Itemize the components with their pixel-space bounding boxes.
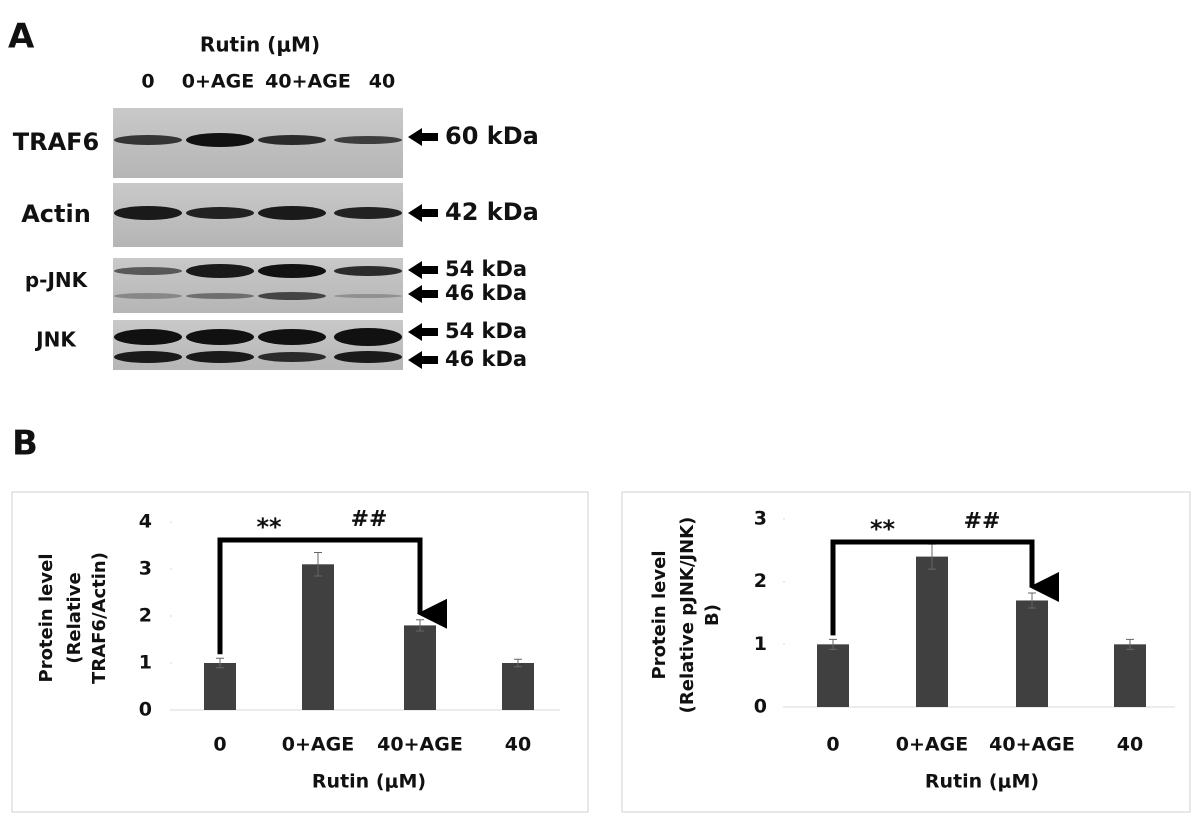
kda-label: 60 kDa bbox=[445, 122, 539, 150]
blot-band bbox=[258, 329, 326, 345]
y-axis-label: (Relative pJNK/JNK) bbox=[677, 517, 698, 714]
kda-label: 54 kDa bbox=[445, 319, 527, 343]
error-bar bbox=[829, 638, 837, 650]
x-tick-label: 0 bbox=[826, 734, 839, 756]
row-label: Actin bbox=[21, 200, 91, 228]
x-axis-label: Rutin (μM) bbox=[925, 771, 1039, 793]
y-axis-label: (Relative bbox=[64, 572, 85, 663]
blot-band bbox=[114, 135, 182, 145]
blot-band bbox=[186, 293, 254, 299]
bar bbox=[404, 625, 436, 710]
blot-band bbox=[334, 207, 402, 219]
bar bbox=[204, 663, 236, 710]
y-axis-label: B) bbox=[702, 604, 723, 626]
x-tick-label: 40 bbox=[505, 734, 531, 756]
blot-band bbox=[114, 351, 182, 363]
blot-band bbox=[258, 352, 326, 362]
blot-band bbox=[114, 329, 182, 345]
significance-bracket bbox=[217, 537, 318, 655]
blot-band bbox=[258, 206, 326, 220]
y-tick-label: 4 bbox=[139, 511, 152, 533]
blot-band bbox=[334, 136, 402, 144]
arrow bbox=[408, 285, 438, 303]
kda-label: 46 kDa bbox=[445, 281, 527, 305]
y-tick-label: 0 bbox=[754, 696, 767, 718]
row-label: TRAF6 bbox=[13, 128, 100, 156]
arrow bbox=[408, 261, 438, 279]
y-tick-label: 1 bbox=[754, 633, 767, 655]
error-bar bbox=[216, 657, 224, 669]
blot-band bbox=[258, 292, 326, 300]
error-bar bbox=[314, 552, 322, 577]
annotation: ** bbox=[256, 513, 282, 541]
bar bbox=[1016, 600, 1048, 707]
bar bbox=[502, 663, 534, 710]
blot-band bbox=[258, 135, 326, 145]
bar bbox=[302, 564, 334, 710]
x-tick-label: 0 bbox=[213, 734, 226, 756]
blot-band bbox=[114, 293, 182, 299]
blot-band bbox=[186, 207, 254, 219]
lane-label: 40 bbox=[369, 71, 395, 93]
blot-band bbox=[186, 133, 254, 147]
x-tick-label: 40+AGE bbox=[989, 734, 1075, 756]
blot-band bbox=[258, 264, 326, 278]
blot-band bbox=[186, 264, 254, 278]
annotation: ## bbox=[351, 507, 388, 532]
significance-bracket bbox=[932, 539, 1059, 602]
significance-bracket bbox=[318, 537, 447, 629]
x-tick-label: 0+AGE bbox=[282, 734, 354, 756]
blot-band bbox=[334, 294, 402, 298]
y-axis-label: Protein level bbox=[36, 554, 57, 683]
kda-label: 42 kDa bbox=[445, 198, 539, 226]
x-axis-label: Rutin (μM) bbox=[312, 771, 426, 793]
y-tick-label: 0 bbox=[139, 699, 152, 721]
panel-label: B bbox=[12, 424, 38, 464]
y-axis-label: Protein level bbox=[649, 551, 670, 680]
blot-band bbox=[334, 266, 402, 276]
arrow bbox=[408, 323, 438, 341]
arrow bbox=[408, 351, 438, 369]
blot-band bbox=[334, 328, 402, 346]
kda-label: 54 kDa bbox=[445, 257, 527, 281]
error-bar bbox=[1126, 638, 1134, 650]
arrow bbox=[408, 128, 438, 146]
row-label: JNK bbox=[34, 328, 77, 352]
x-tick-label: 40 bbox=[1117, 734, 1143, 756]
annotation: ## bbox=[964, 509, 1001, 534]
lane-label: 40+AGE bbox=[265, 71, 351, 93]
lane-header: Rutin (μM) bbox=[200, 33, 320, 57]
row-label: p-JNK bbox=[25, 268, 89, 292]
blot-band bbox=[334, 351, 402, 363]
y-axis-label: TRAF6/Actin) bbox=[89, 552, 110, 684]
chart-frame bbox=[11, 491, 589, 813]
chart-frame bbox=[621, 491, 1191, 813]
bar bbox=[817, 644, 849, 707]
bar bbox=[1114, 644, 1146, 707]
annotation: ** bbox=[870, 515, 896, 543]
error-bar bbox=[514, 658, 522, 668]
blot-band bbox=[114, 206, 182, 220]
blot-band bbox=[186, 351, 254, 363]
y-tick-label: 3 bbox=[754, 508, 767, 530]
kda-label: 46 kDa bbox=[445, 347, 527, 371]
significance-bracket bbox=[830, 539, 932, 636]
y-tick-label: 3 bbox=[139, 558, 152, 580]
lane-label: 0 bbox=[141, 71, 154, 93]
y-tick-label: 1 bbox=[139, 652, 152, 674]
x-tick-label: 0+AGE bbox=[896, 734, 968, 756]
arrow bbox=[408, 204, 438, 222]
blot-band bbox=[186, 329, 254, 345]
y-tick-label: 2 bbox=[754, 570, 767, 592]
lane-label: 0+AGE bbox=[182, 71, 254, 93]
y-tick-label: 2 bbox=[139, 605, 152, 627]
x-tick-label: 40+AGE bbox=[377, 734, 463, 756]
panel-label: A bbox=[8, 17, 35, 57]
bar bbox=[916, 556, 948, 707]
blot-band bbox=[114, 267, 182, 275]
